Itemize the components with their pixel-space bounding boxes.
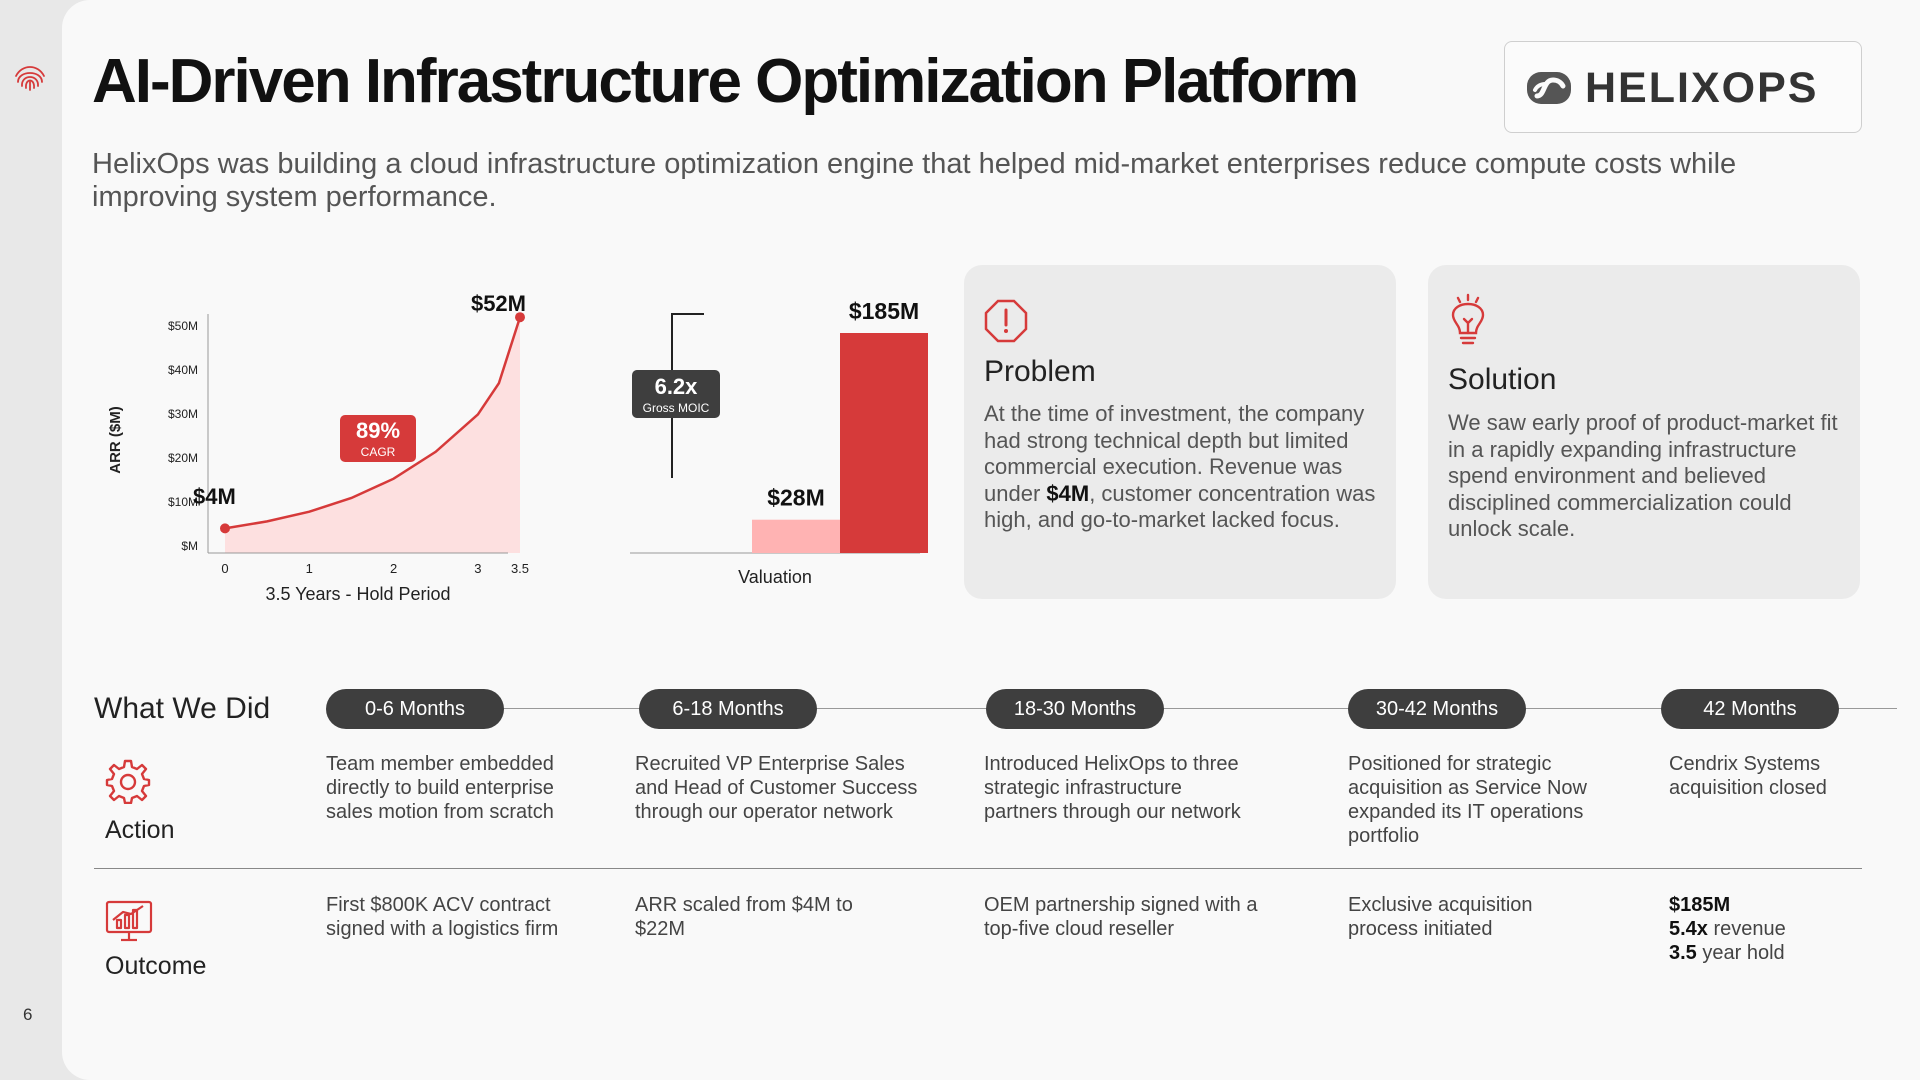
action-cell-42-months: Cendrix Systems acquisition closed	[1669, 753, 1827, 799]
outcome-line: 5.4x revenue	[1669, 917, 1869, 941]
moic-badge	[632, 370, 720, 418]
y-tick-label: $40M	[168, 363, 198, 377]
outcome-line-rest: year hold	[1696, 942, 1785, 964]
problem-text-part: At the time of investment, the company h…	[984, 401, 1365, 506]
y-axis-title: ARR ($M)	[107, 406, 124, 474]
cagr-value: 89%	[356, 418, 400, 443]
action-cell-0-6-months: Team member embedded directly to build e…	[326, 753, 554, 823]
outcome-cell-30-42-months: Exclusive acquisition process initiated	[1348, 894, 1533, 940]
helix-logo-icon	[1527, 72, 1571, 104]
outcome-line: $185M	[1669, 893, 1869, 917]
moic-value: 6.2x	[655, 374, 699, 399]
warning-octagon-icon	[984, 299, 1028, 343]
outcome-line-bold: 5.4x	[1669, 918, 1708, 940]
y-tick-label: $10M	[168, 495, 198, 509]
chart-monitor-icon	[105, 900, 153, 942]
row-divider	[94, 868, 1862, 869]
brand-name: HELIXOPS	[1585, 64, 1819, 112]
y-tick-label: $30M	[168, 407, 198, 421]
page-subtitle: HelixOps was building a cloud infrastruc…	[92, 148, 1737, 213]
y-tick-label: $20M	[168, 451, 198, 465]
x-tick-label: 2	[390, 561, 397, 576]
problem-text: At the time of investment, the company h…	[984, 401, 1384, 534]
valuation-axis-title: Valuation	[738, 567, 812, 587]
y-tick-label: $50M	[168, 319, 198, 333]
phase-pill-0-6-months: 0-6 Months	[326, 689, 504, 729]
start-value-label: $4M	[193, 484, 236, 509]
outcome-row-label: Outcome	[105, 952, 207, 980]
outcome-cell-6-18-months: ARR scaled from $4M to $22M	[635, 894, 853, 940]
page-number: 6	[23, 1005, 33, 1024]
end-point	[515, 312, 525, 323]
outcome-line: 3.5 year hold	[1669, 941, 1869, 965]
outcome-cell-18-30-months: OEM partnership signed with a top-five c…	[984, 894, 1258, 940]
brand-logo-box: HELIXOPS	[1504, 41, 1862, 133]
valuation-bar-entry	[752, 519, 840, 553]
solution-card: Solution We saw early proof of product-m…	[1428, 265, 1860, 599]
valuation-chart: $28M $185M 6.2x Gross MOIC Valuation	[630, 298, 928, 587]
solution-title: Solution	[1448, 363, 1557, 396]
phase-pill-18-30-months: 18-30 Months	[986, 689, 1164, 729]
problem-title: Problem	[984, 355, 1096, 388]
left-sidebar: 6	[0, 0, 62, 1080]
moic-bracket	[671, 313, 704, 478]
x-axis-title: 3.5 Years - Hold Period	[265, 584, 450, 604]
slide: AI-Driven Infrastructure Optimization Pl…	[62, 0, 1920, 1080]
x-tick-label: 3.5	[511, 561, 529, 576]
outcome-cell-42-months: $185M 5.4x revenue 3.5 year hold	[1669, 893, 1869, 965]
action-cell-6-18-months: Recruited VP Enterprise Sales and Head o…	[635, 753, 918, 823]
action-cell-30-42-months: Positioned for strategic acquisition as …	[1348, 753, 1587, 847]
end-value-label: $52M	[471, 291, 526, 316]
phase-pill-6-18-months: 6-18 Months	[639, 689, 817, 729]
phase-pill-30-42-months: 30-42 Months	[1348, 689, 1526, 729]
phase-pill-42-months: 42 Months	[1661, 689, 1839, 729]
solution-text: We saw early proof of product-market fit…	[1448, 410, 1838, 541]
cagr-label: CAGR	[361, 445, 396, 459]
page-title: AI-Driven Infrastructure Optimization Pl…	[92, 47, 1359, 116]
problem-text-part: , customer concentration was high, and g…	[984, 480, 1376, 533]
arr-growth-chart: $M$10M$20M$30M$40M$50M 0 1 2 3 3.5 ARR ($M) …	[107, 291, 529, 604]
y-tick-label: $M	[181, 539, 198, 553]
valuation-bar-label: $185M	[849, 298, 919, 324]
problem-card: Problem At the time of investment, the c…	[964, 265, 1396, 599]
valuation-bar-label: $28M	[767, 485, 825, 511]
cagr-badge	[340, 415, 416, 462]
arr-area	[225, 317, 520, 553]
arr-line	[224, 316, 522, 530]
section-title-what-we-did: What We Did	[94, 692, 271, 725]
lightbulb-icon	[1451, 293, 1485, 345]
outcome-line-rest: revenue	[1707, 918, 1786, 940]
start-point	[220, 523, 230, 534]
moic-label: Gross MOIC	[643, 401, 710, 415]
gear-icon	[105, 759, 151, 804]
x-tick-label: 0	[221, 561, 228, 576]
x-tick-label: 1	[306, 561, 313, 576]
x-tick-label: 3	[474, 561, 481, 576]
fingerprint-icon	[15, 66, 45, 91]
valuation-bar-exit	[840, 333, 928, 553]
action-row-label: Action	[105, 816, 175, 844]
problem-text-bold: $4M	[1046, 480, 1090, 506]
outcome-line-bold: 3.5	[1669, 942, 1697, 964]
outcome-line-bold: $185M	[1669, 894, 1731, 916]
outcome-cell-0-6-months: First $800K ACV contract signed with a l…	[326, 894, 559, 940]
action-cell-18-30-months: Introduced HelixOps to three strategic i…	[984, 753, 1241, 823]
